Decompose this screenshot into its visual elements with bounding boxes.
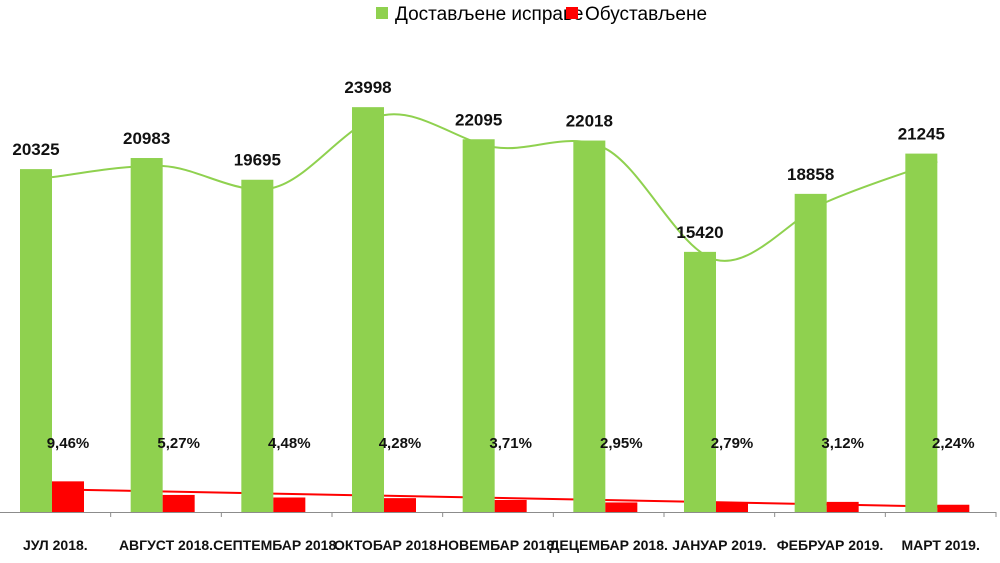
legend-swatch-series-0 — [376, 7, 388, 19]
bar-delivered-8 — [905, 153, 938, 512]
category-labels: ЈУЛ 2018. АВГУСТ 2018. СЕПТЕМБАР 2018.ОКТО… — [23, 537, 980, 553]
category-label-4: НОВЕМБАР 2018. — [438, 537, 558, 553]
data-label-suspended-6: 2,79% — [711, 435, 754, 452]
bar-suspended-0 — [52, 481, 84, 512]
percent-labels: 9,46% 5,27% 4,48% 4,28% 3,71% 2,95% 2,79% 3,12%… — [47, 435, 975, 452]
category-label-0: ЈУЛ 2018. — [23, 537, 88, 553]
bars-suspended — [52, 481, 970, 512]
value-labels: 20325 20983 19695 23998 22095 22018 15420 18858… — [12, 78, 945, 242]
trendline-delivered — [51, 113, 938, 262]
category-label-6: ЈАНУАР 2019. — [672, 537, 766, 553]
bar-delivered-5 — [573, 140, 606, 512]
x-axis-ticks — [110, 512, 997, 517]
legend-swatch-series-1 — [566, 7, 578, 19]
data-label-suspended-1: 5,27% — [157, 435, 200, 452]
bar-delivered-2 — [241, 179, 274, 512]
bar-delivered-1 — [130, 158, 163, 512]
data-label-suspended-7: 3,12% — [821, 435, 864, 452]
category-label-8: МАРТ 2019. — [901, 537, 979, 553]
data-label-delivered-0: 20325 — [12, 140, 59, 159]
data-label-suspended-8: 2,24% — [932, 435, 975, 452]
data-label-suspended-0: 9,46% — [47, 435, 90, 452]
data-label-delivered-8: 21245 — [898, 125, 945, 144]
bar-delivered-7 — [794, 193, 827, 512]
bars-delivered — [20, 107, 938, 512]
bar-delivered-0 — [20, 169, 52, 512]
data-label-delivered-2: 19695 — [234, 151, 281, 170]
legend-label-series-0: Достављене исправе — [395, 4, 583, 25]
bar-suspended-6 — [716, 502, 748, 512]
bar-delivered-6 — [684, 251, 716, 512]
data-label-delivered-1: 20983 — [123, 129, 170, 148]
bar-suspended-5 — [605, 502, 638, 512]
data-label-delivered-5: 22018 — [566, 112, 613, 131]
bar-suspended-2 — [273, 497, 306, 512]
category-label-2: СЕПТЕМБАР 2018. — [213, 537, 340, 553]
data-label-delivered-4: 22095 — [455, 110, 502, 129]
category-label-3: ОКТОБАР 2018. — [334, 537, 441, 553]
bar-suspended-8 — [937, 504, 970, 512]
bar-delivered-4 — [462, 139, 495, 512]
category-label-5: ДЕЦЕМБАР 2018. — [549, 537, 667, 553]
bar-suspended-4 — [494, 499, 527, 512]
data-label-delivered-7: 18858 — [787, 165, 834, 184]
category-label-7: ФЕБРУАР 2019. — [777, 537, 884, 553]
legend-label-series-1: Обустављене — [585, 4, 707, 25]
bar-suspended-3 — [384, 498, 416, 512]
data-label-suspended-4: 3,71% — [489, 435, 532, 452]
bar-suspended-1 — [162, 494, 195, 512]
bar-suspended-7 — [826, 501, 859, 512]
legend: Достављене исправе Обустављене — [376, 4, 707, 25]
data-label-suspended-3: 4,28% — [379, 435, 422, 452]
data-label-delivered-3: 23998 — [344, 78, 391, 97]
data-label-delivered-6: 15420 — [676, 223, 723, 242]
data-label-suspended-2: 4,48% — [268, 435, 311, 452]
category-label-1: АВГУСТ 2018. — [119, 537, 213, 553]
data-label-suspended-5: 2,95% — [600, 435, 643, 452]
bar-delivered-3 — [352, 107, 384, 512]
